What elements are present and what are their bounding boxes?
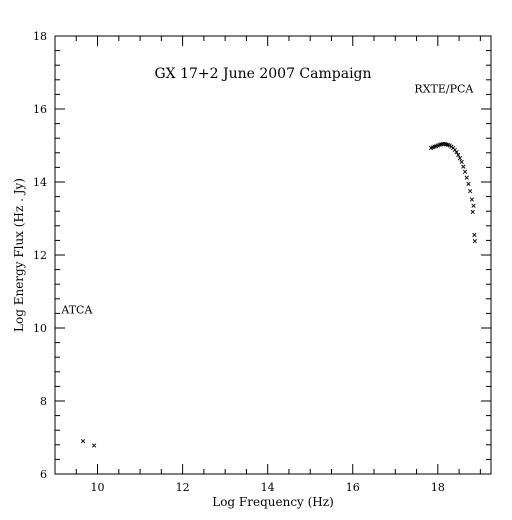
x-tick-label: 16 <box>346 481 360 494</box>
x-tick-label: 10 <box>91 481 105 494</box>
data-markers <box>80 141 477 448</box>
data-point <box>440 141 446 147</box>
tick-labels: 10 12 14 16 18 6 8 10 12 14 16 18 <box>33 30 445 494</box>
data-point <box>464 175 469 180</box>
data-point <box>459 159 464 165</box>
data-point <box>472 232 477 238</box>
data-point <box>468 189 473 194</box>
y-axis-title: Log Energy Flux (Hz . Jy) <box>12 178 26 332</box>
y-tick-label: 6 <box>40 468 47 481</box>
data-point <box>462 169 468 174</box>
x-tick-label: 12 <box>176 481 190 494</box>
data-point <box>471 203 476 208</box>
y-tick-label: 8 <box>40 395 47 408</box>
y-tick-label: 10 <box>33 322 47 335</box>
x-axis-title: Log Frequency (Hz) <box>212 495 334 509</box>
data-point <box>472 239 477 244</box>
data-point <box>469 197 474 202</box>
x-tick-label: 14 <box>261 481 275 494</box>
chart-title: GX 17+2 June 2007 Campaign <box>154 66 371 82</box>
axis-ticks <box>54 35 491 475</box>
y-tick-label: 18 <box>33 30 47 43</box>
data-point <box>470 209 475 215</box>
x-tick-label: 18 <box>431 481 445 494</box>
data-point <box>466 181 471 186</box>
data-point <box>461 164 466 169</box>
plot-frame <box>54 35 492 475</box>
data-point <box>456 152 461 158</box>
data-point <box>457 156 463 161</box>
annotation-atca: ATCA <box>60 303 93 316</box>
y-tick-label: 16 <box>33 103 47 116</box>
data-point <box>92 443 97 448</box>
data-point <box>454 149 459 155</box>
y-tick-label: 12 <box>33 249 47 262</box>
data-point <box>80 439 86 444</box>
y-tick-label: 14 <box>33 176 47 189</box>
annotation-rxte-pca: RXTE/PCA <box>414 83 474 96</box>
